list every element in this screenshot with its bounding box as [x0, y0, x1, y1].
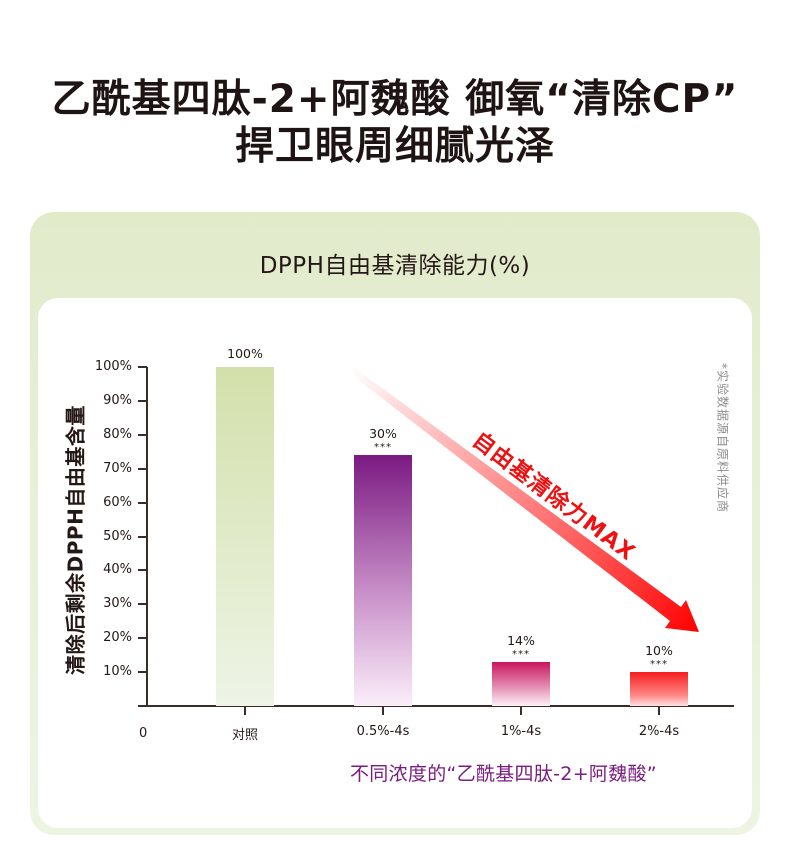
- y-tick-label: 20%: [103, 630, 132, 646]
- bar-value-label: 100%: [227, 346, 263, 361]
- y-tick-label: 50%: [103, 528, 132, 544]
- headline-line-1: 乙酰基四肽-2+阿魏酸 御氧“清除CP”: [51, 77, 739, 122]
- y-tick-label: 90%: [103, 392, 132, 408]
- x-tick: [658, 707, 660, 715]
- x-axis-title: 不同浓度的“乙酰基四肽-2+阿魏酸”: [350, 763, 657, 785]
- y-tick: [138, 399, 147, 402]
- x-axis-line: [138, 705, 734, 707]
- bar-2: [492, 661, 550, 706]
- y-tick: [138, 501, 147, 504]
- significance-marker: ***: [512, 648, 530, 660]
- significance-marker: ***: [374, 442, 392, 454]
- y-tick-label: 80%: [103, 426, 132, 442]
- x-tick-label: 1%-4s: [500, 724, 542, 739]
- y-tick: [138, 637, 147, 640]
- x-tick-label: 2%-4s: [638, 724, 680, 739]
- x-tick-label: 0.5%-4s: [356, 724, 410, 739]
- origin-label: 0: [139, 726, 148, 741]
- bar-0: [216, 367, 274, 706]
- y-tick: [138, 535, 147, 538]
- y-tick: [138, 366, 147, 368]
- x-tick: [244, 707, 246, 715]
- y-tick-label: 60%: [103, 494, 132, 510]
- headline-line-2: 捍卫眼周细腻光泽: [234, 124, 555, 169]
- y-tick: [138, 433, 147, 436]
- x-tick: [382, 707, 384, 715]
- y-tick-label: 70%: [103, 460, 132, 476]
- bar-value-label: 14%: [507, 632, 535, 648]
- y-tick: [138, 467, 147, 470]
- significance-marker: ***: [650, 659, 668, 671]
- y-tick-label: 30%: [103, 596, 132, 612]
- chart-title: DPPH自由基清除能力(%): [259, 253, 531, 279]
- y-tick-label: 100%: [94, 359, 132, 374]
- y-axis-line: [146, 367, 148, 707]
- y-tick: [138, 603, 147, 606]
- bar-1: [354, 455, 412, 706]
- y-tick: [138, 671, 147, 674]
- bar-value-label: 10%: [645, 643, 673, 659]
- x-tick: [520, 707, 522, 715]
- y-tick-label: 10%: [103, 664, 132, 680]
- y-tick-label: 40%: [103, 562, 132, 578]
- bar-value-label: 30%: [369, 426, 397, 442]
- source-note: *实验数据源自原料供应商: [715, 362, 730, 514]
- y-tick: [138, 569, 147, 572]
- x-tick-label: 对照: [231, 728, 258, 743]
- bar-3: [630, 672, 688, 706]
